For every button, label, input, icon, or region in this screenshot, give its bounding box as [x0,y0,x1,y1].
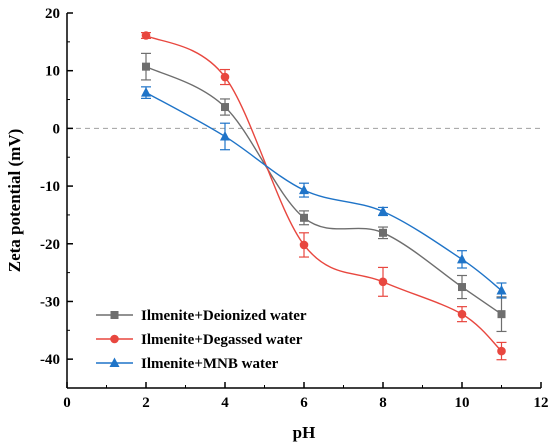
legend-label: Ilmenite+Deionized water [141,308,307,324]
data-point [299,240,309,250]
series-line [145,92,502,292]
data-point [379,228,387,237]
data-point [221,103,229,112]
y-tick-label: 0 [53,121,61,137]
data-point [142,62,150,71]
legend-swatch-marker [109,357,120,367]
y-tick-label: -10 [40,179,60,195]
y-tick-label: 20 [45,6,60,22]
x-tick-label: 4 [221,395,229,411]
data-point [496,285,507,295]
y-axis-title: Zeta potential (mV) [5,129,24,273]
data-point [141,31,151,40]
legend-label: Ilmenite+Degassed water [141,332,303,348]
data-point [378,277,388,287]
data-point [497,310,506,319]
data-point [378,205,388,216]
plot-area [67,31,541,361]
x-tick-label: 0 [63,395,71,411]
legend-swatch-marker [110,311,119,319]
y-tick-label: -30 [40,294,60,310]
x-tick-label: 10 [455,395,470,411]
data-point [300,213,308,222]
data-point [458,283,466,292]
x-tick-label: 12 [534,395,549,411]
legend: Ilmenite+Deionized water Ilmenite+Degasse… [96,308,307,372]
data-point [497,346,506,356]
data-point [220,130,230,141]
series-line [145,66,502,315]
legend-item: Ilmenite+MNB water [96,356,279,372]
legend-item: Ilmenite+Deionized water [96,308,307,324]
data-point [457,309,467,319]
x-axis-title: pH [293,423,316,442]
data-point [299,184,309,195]
legend-swatch-marker [110,334,119,344]
x-tick-label: 8 [379,395,387,411]
series-line [145,34,502,352]
legend-label: Ilmenite+MNB water [141,356,279,372]
x-tick-label: 6 [300,395,308,411]
series-1 [141,31,507,361]
y-tick-label: -20 [40,237,60,253]
legend-item: Ilmenite+Degassed water [96,332,303,348]
data-point [457,253,467,264]
data-point [220,72,230,82]
series-0 [141,52,507,333]
x-tick-label: 2 [142,395,150,411]
series-2 [141,86,507,299]
y-tick-label: -40 [40,352,60,368]
y-tick-label: 10 [45,64,60,80]
data-point [141,87,151,97]
y-axis-ticks: 20 10 0 -10 -20 -30 -40 [40,6,73,368]
x-axis-ticks: 0 2 4 6 8 10 12 [63,382,549,411]
